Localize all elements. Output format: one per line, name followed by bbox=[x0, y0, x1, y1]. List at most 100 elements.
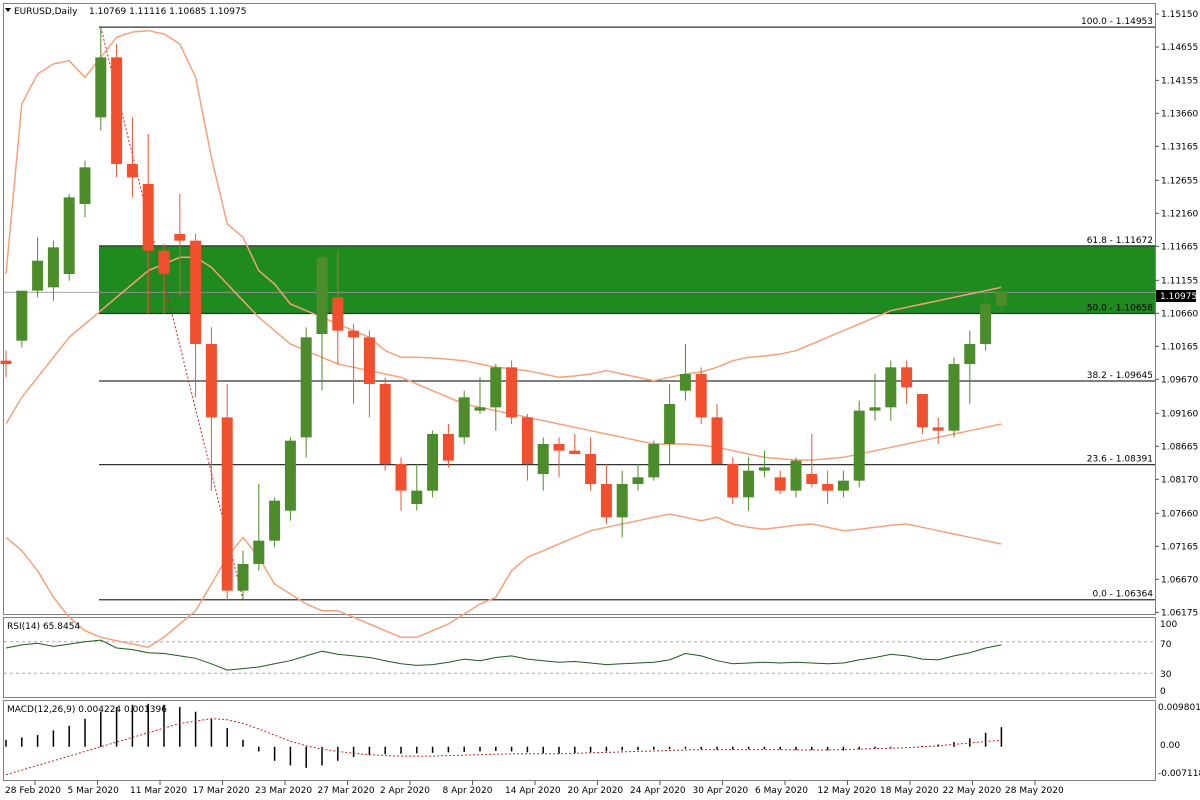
candle-bear bbox=[553, 444, 565, 451]
price-tick-label: 1.12655 bbox=[1161, 176, 1198, 186]
candle-bull bbox=[253, 540, 265, 564]
time-axis: 28 Feb 2020 5 Mar 2020 11 Mar 2020 17 Mar 2… bbox=[5, 781, 1064, 796]
candle-bull bbox=[47, 247, 59, 288]
candle-bull bbox=[474, 407, 486, 411]
candle-bull bbox=[632, 477, 644, 484]
time-tick-label: 2 Apr 2020 bbox=[380, 786, 430, 796]
time-tick-label: 18 May 2020 bbox=[880, 786, 939, 796]
price-tick-label: 1.11665 bbox=[1161, 242, 1198, 252]
fib-level-label: 100.0 - 1.14953 bbox=[1081, 17, 1153, 27]
candle-bull bbox=[743, 470, 755, 498]
macd-scale-zero: 0.00 bbox=[1160, 741, 1180, 751]
time-tick-label: 22 May 2020 bbox=[943, 786, 1002, 796]
time-tick-label: 11 Mar 2020 bbox=[130, 786, 187, 796]
candle-bear bbox=[111, 57, 123, 165]
candle-bull bbox=[664, 404, 676, 444]
fib-level-label: 50.0 - 1.10658 bbox=[1087, 303, 1153, 313]
candle-bull bbox=[679, 374, 691, 391]
time-tick-label: 12 May 2020 bbox=[818, 786, 877, 796]
price-tick-label: 1.09670 bbox=[1161, 375, 1198, 385]
candle-bull bbox=[616, 484, 628, 518]
ohlc-label: 1.10769 1.11116 1.10685 1.10975 bbox=[89, 7, 246, 17]
candle-bear bbox=[774, 477, 786, 491]
candle-bull bbox=[269, 500, 281, 541]
price-tick-label: 1.09160 bbox=[1161, 409, 1198, 419]
rsi-panel-frame bbox=[3, 617, 1156, 698]
candle-bear bbox=[806, 474, 818, 484]
price-tick-label: 1.10660 bbox=[1161, 309, 1198, 319]
candle-bull bbox=[885, 367, 897, 408]
candle-bull bbox=[964, 344, 976, 364]
price-tick-label: 1.14155 bbox=[1161, 76, 1198, 86]
candle-bear bbox=[932, 427, 944, 431]
candle-bear bbox=[190, 240, 202, 344]
candle-bull bbox=[490, 367, 502, 408]
candle-bear bbox=[521, 417, 533, 464]
bollinger-middle bbox=[5, 256, 1002, 461]
rsi-scale-100: 100 bbox=[1160, 620, 1177, 630]
candle-bull bbox=[537, 444, 549, 474]
bollinger-upper bbox=[5, 29, 1002, 382]
macd-plot bbox=[5, 703, 1003, 776]
candle-bull bbox=[300, 337, 312, 438]
fib-level-label: 38.2 - 1.09645 bbox=[1087, 371, 1153, 381]
price-tick-label: 1.13660 bbox=[1161, 109, 1198, 119]
time-tick-label: 14 Apr 2020 bbox=[505, 786, 561, 796]
candle-bull bbox=[16, 290, 28, 341]
fib-level-label: 61.8 - 1.11672 bbox=[1087, 236, 1153, 246]
rsi-line bbox=[5, 639, 1002, 671]
price-tick-label: 1.12160 bbox=[1161, 209, 1198, 219]
candle-bear bbox=[126, 164, 138, 178]
main-panel-frame bbox=[3, 3, 1156, 615]
candle-bear bbox=[221, 417, 233, 591]
price-tick-label: 1.07165 bbox=[1161, 542, 1198, 552]
time-tick-label: 20 Apr 2020 bbox=[568, 786, 624, 796]
time-tick-label: 30 Apr 2020 bbox=[693, 786, 749, 796]
time-tick-label: 5 Mar 2020 bbox=[68, 786, 120, 796]
candle-bull bbox=[869, 407, 881, 411]
candle-bear bbox=[711, 417, 723, 464]
candle-bear bbox=[822, 484, 834, 491]
dropdown-arrow-icon[interactable] bbox=[5, 8, 11, 12]
price-tick-label: 1.15150 bbox=[1161, 10, 1198, 20]
candle-bull bbox=[63, 197, 75, 274]
candle-bull bbox=[853, 410, 865, 481]
time-tick-label: 27 Mar 2020 bbox=[318, 786, 375, 796]
macd-scale-bottom: -0.007118 bbox=[1158, 769, 1200, 779]
candle-bull bbox=[95, 57, 107, 118]
price-tick-label: 1.08170 bbox=[1161, 475, 1198, 485]
candle-bull bbox=[837, 480, 849, 491]
candle-bull bbox=[79, 167, 91, 204]
symbol-label: EURUSD,Daily bbox=[14, 7, 78, 17]
fib-level-label: 0.0 - 1.06364 bbox=[1093, 590, 1154, 600]
price-tick-label: 1.08665 bbox=[1161, 442, 1198, 452]
macd-signal-line bbox=[5, 718, 1002, 776]
candle-bull bbox=[411, 490, 423, 504]
candle-bear bbox=[363, 337, 375, 384]
candle-bear bbox=[901, 367, 913, 388]
time-tick-label: 28 May 2020 bbox=[1005, 786, 1064, 796]
candle-bull bbox=[758, 467, 770, 471]
current-price-label: 1.10975 bbox=[1160, 292, 1197, 302]
macd-scale-top: 0.009801 bbox=[1158, 703, 1200, 713]
price-tick-label: 1.14655 bbox=[1161, 43, 1198, 53]
candle-bear bbox=[569, 450, 581, 454]
candle-bear bbox=[205, 344, 217, 418]
candle-bull bbox=[237, 564, 249, 591]
time-tick-label: 24 Apr 2020 bbox=[630, 786, 686, 796]
candle-bear bbox=[695, 374, 707, 418]
candle-bear bbox=[727, 464, 739, 498]
price-tick-label: 1.11155 bbox=[1161, 276, 1198, 286]
rsi-scale-0: 0 bbox=[1160, 687, 1166, 697]
bollinger-lower bbox=[5, 513, 1002, 649]
candle-bull bbox=[316, 257, 328, 334]
candle-bull bbox=[948, 364, 960, 431]
fib-zone bbox=[99, 245, 1155, 314]
candle-bear bbox=[332, 297, 344, 331]
candle-bear bbox=[158, 250, 170, 274]
candle-bull bbox=[458, 397, 470, 438]
candle-bear bbox=[600, 484, 612, 518]
rsi-scale-30: 30 bbox=[1160, 670, 1172, 680]
